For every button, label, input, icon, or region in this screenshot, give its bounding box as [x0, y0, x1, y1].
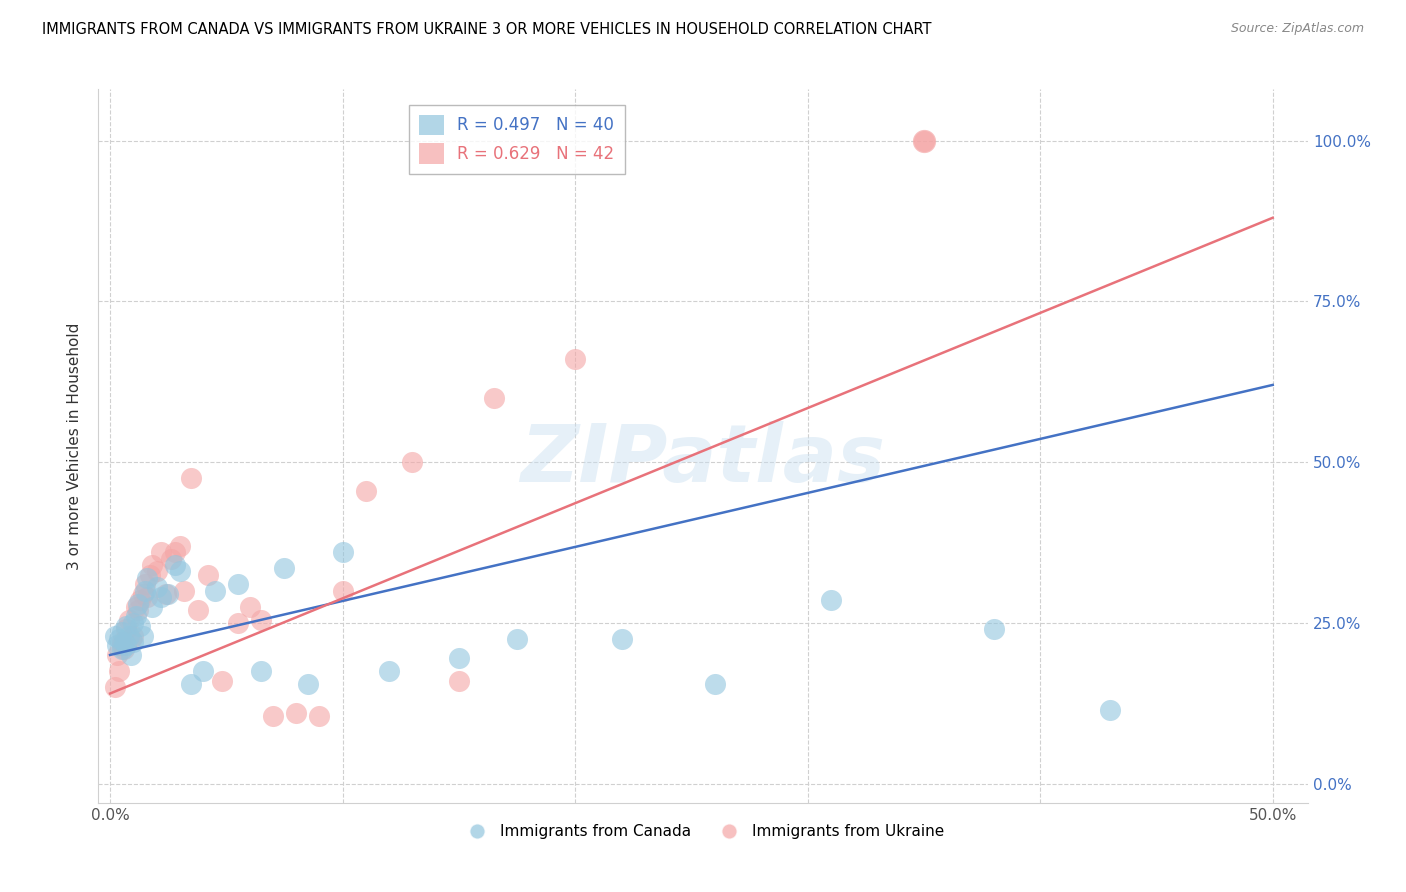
Point: [111, 625, 134, 640]
Point: [134, 583, 156, 598]
Point: [155, 587, 177, 601]
Point: [169, 539, 191, 553]
Point: [273, 561, 295, 575]
Point: [127, 597, 149, 611]
Point: [187, 603, 209, 617]
Point: [136, 571, 159, 585]
Point: [226, 577, 249, 591]
Point: [136, 590, 159, 604]
Point: [108, 664, 131, 678]
Point: [173, 583, 195, 598]
Point: [112, 635, 135, 649]
Point: [145, 565, 167, 579]
Point: [129, 619, 152, 633]
Point: [124, 599, 146, 614]
Point: [131, 587, 153, 601]
Point: [112, 641, 135, 656]
Point: [105, 648, 128, 662]
Point: [610, 632, 633, 646]
Point: [111, 635, 134, 649]
Point: [250, 664, 273, 678]
Point: [564, 352, 586, 367]
Point: [150, 590, 173, 604]
Point: [118, 629, 141, 643]
Point: [378, 664, 401, 678]
Point: [122, 635, 145, 649]
Point: [104, 680, 127, 694]
Point: [983, 622, 1005, 636]
Point: [115, 619, 138, 633]
Point: [165, 558, 187, 572]
Point: [159, 551, 181, 566]
Point: [115, 638, 138, 652]
Point: [120, 648, 142, 662]
Point: [447, 673, 470, 688]
Point: [111, 641, 134, 656]
Point: [912, 134, 935, 148]
Point: [157, 587, 180, 601]
Point: [131, 629, 153, 643]
Point: [332, 545, 354, 559]
Point: [401, 455, 423, 469]
Point: [180, 677, 202, 691]
Point: [912, 134, 935, 148]
Legend: Immigrants from Canada, Immigrants from Ukraine: Immigrants from Canada, Immigrants from …: [456, 818, 950, 845]
Point: [204, 583, 226, 598]
Point: [332, 583, 354, 598]
Point: [104, 629, 127, 643]
Point: [108, 632, 131, 646]
Point: [129, 593, 152, 607]
Point: [111, 638, 134, 652]
Point: [138, 567, 160, 582]
Point: [127, 603, 149, 617]
Point: [506, 632, 529, 646]
Point: [105, 638, 128, 652]
Text: ZIPatlas: ZIPatlas: [520, 421, 886, 500]
Point: [482, 391, 505, 405]
Point: [354, 483, 377, 498]
Point: [118, 613, 141, 627]
Point: [447, 651, 470, 665]
Point: [122, 615, 145, 630]
Text: Source: ZipAtlas.com: Source: ZipAtlas.com: [1230, 22, 1364, 36]
Point: [124, 609, 146, 624]
Point: [115, 622, 138, 636]
Point: [239, 599, 262, 614]
Point: [820, 593, 842, 607]
Point: [1098, 702, 1121, 716]
Point: [145, 581, 167, 595]
Point: [120, 632, 142, 646]
Point: [250, 613, 273, 627]
Point: [141, 599, 163, 614]
Point: [165, 545, 187, 559]
Y-axis label: 3 or more Vehicles in Household: 3 or more Vehicles in Household: [67, 322, 83, 570]
Point: [122, 629, 145, 643]
Point: [285, 706, 308, 720]
Point: [141, 558, 163, 572]
Point: [262, 709, 284, 723]
Point: [297, 677, 319, 691]
Point: [191, 664, 214, 678]
Point: [703, 677, 725, 691]
Point: [134, 577, 156, 591]
Text: IMMIGRANTS FROM CANADA VS IMMIGRANTS FROM UKRAINE 3 OR MORE VEHICLES IN HOUSEHOL: IMMIGRANTS FROM CANADA VS IMMIGRANTS FRO…: [42, 22, 932, 37]
Point: [197, 567, 219, 582]
Point: [226, 615, 249, 630]
Point: [150, 545, 173, 559]
Point: [180, 471, 202, 485]
Point: [211, 673, 233, 688]
Point: [308, 709, 330, 723]
Point: [169, 565, 191, 579]
